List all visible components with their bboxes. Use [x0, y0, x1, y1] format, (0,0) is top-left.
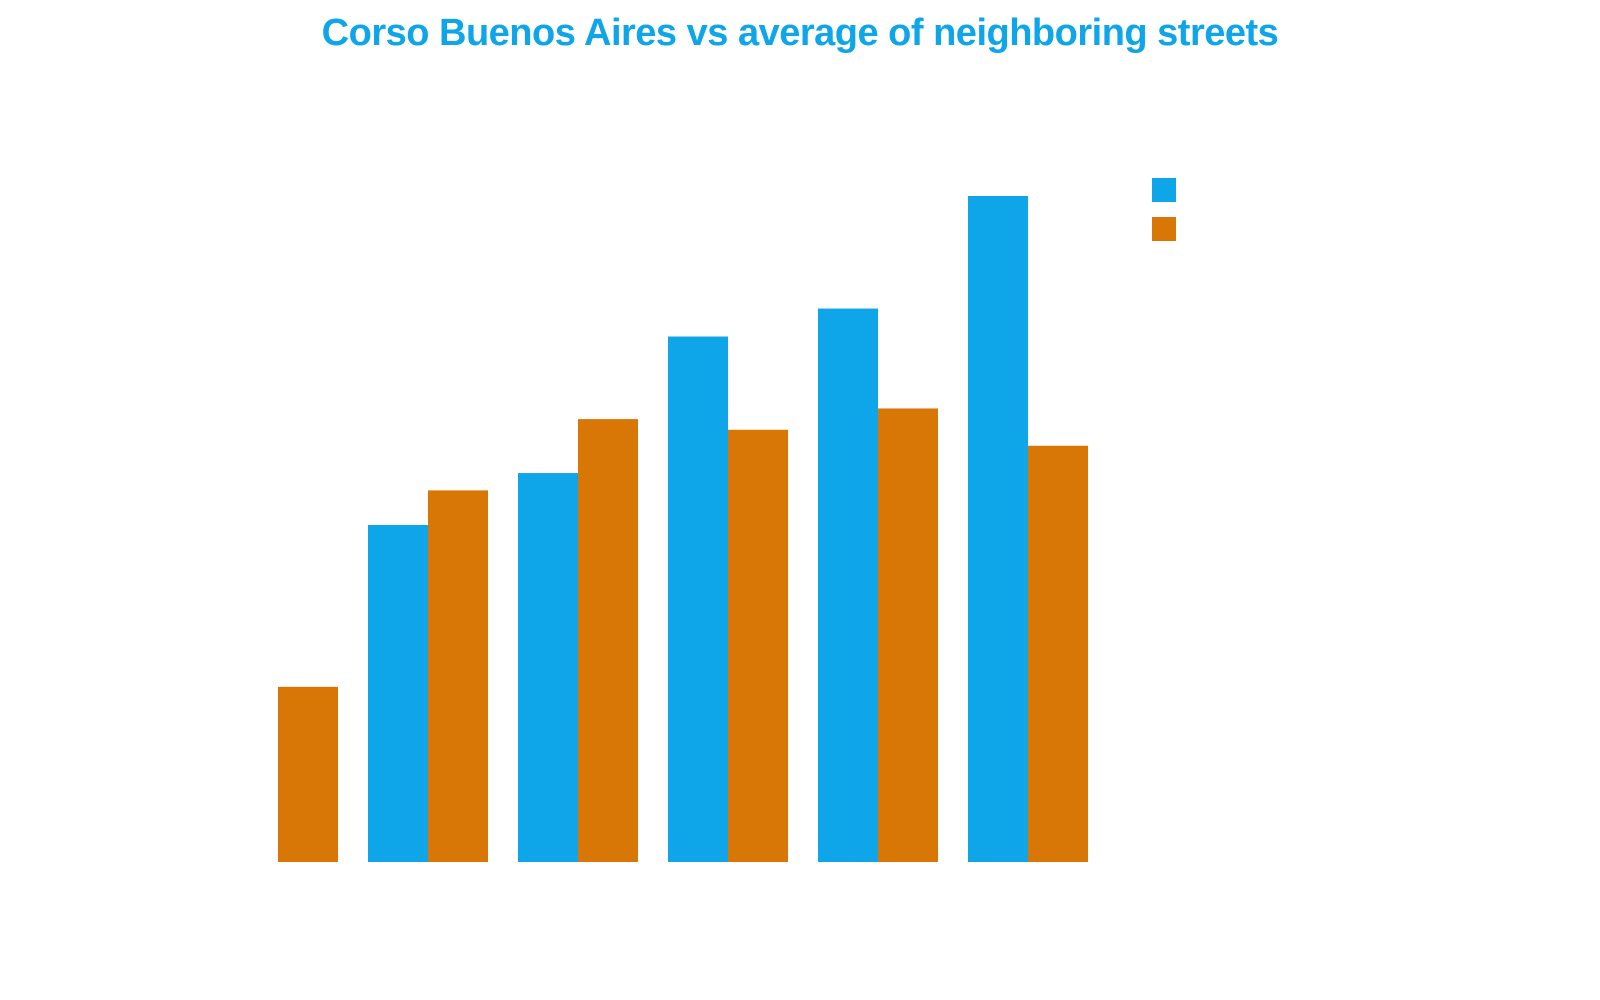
bar-series1-6: [968, 196, 1028, 862]
bar-series2-6: [1028, 445, 1088, 862]
legend: [1152, 178, 1176, 241]
bar-series1-2: [368, 525, 428, 862]
bar-series1-4: [668, 336, 728, 862]
bar-series2-2: [428, 490, 488, 862]
bar-series1-5: [818, 308, 878, 863]
legend-swatch-series2: [1152, 217, 1176, 241]
plot-area: [278, 196, 1088, 863]
legend-swatch-series1: [1152, 178, 1176, 202]
chart-title: Corso Buenos Aires vs average of neighbo…: [321, 12, 1279, 54]
bar-series1-3: [518, 473, 578, 862]
bar-series2-1: [278, 686, 338, 862]
bar-series2-3: [578, 419, 638, 862]
bar-series2-4: [728, 429, 788, 862]
bar-series2-5: [878, 408, 938, 862]
